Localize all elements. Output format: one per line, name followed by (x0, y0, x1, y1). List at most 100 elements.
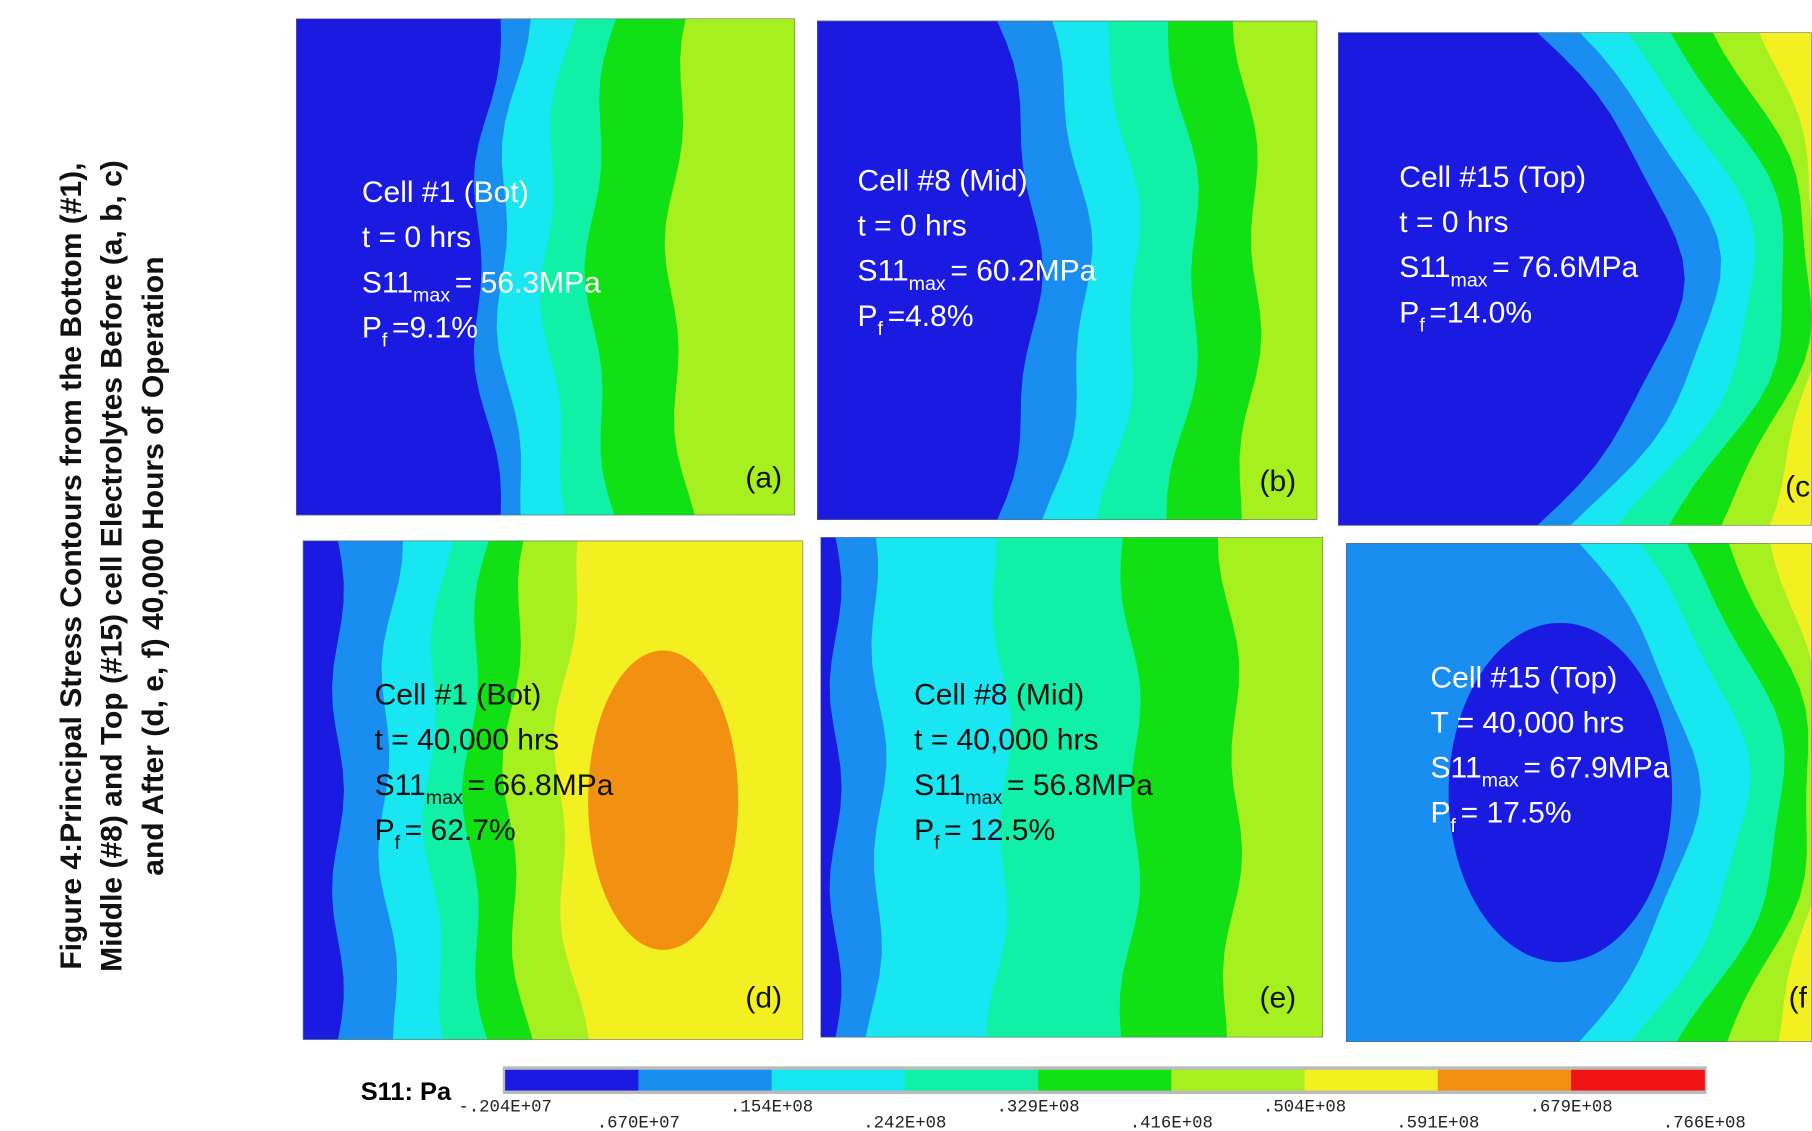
text-main: t = 0 hrs (857, 210, 966, 243)
text-main: t = 40,000 hrs (914, 724, 1098, 757)
colorbar-label: .591E+08 (1396, 1115, 1479, 1131)
colorbar-swatch (505, 1069, 639, 1091)
panel-label: (d) (745, 981, 782, 1014)
text-rest: =14.0% (1429, 296, 1532, 329)
text-main: S11 (362, 266, 413, 299)
contour-band (296, 18, 502, 516)
panel-text: S11max = 60.2MPa (857, 255, 1096, 295)
caption-line: Middle (#8) and Top (#15) cell Electroly… (96, 160, 129, 972)
text-subscript: max (909, 273, 946, 295)
panel-label: (c (1785, 471, 1810, 504)
text-rest: = 60.2MPa (950, 255, 1096, 288)
text-rest: = 12.5% (944, 814, 1055, 847)
text-subscript: max (413, 285, 450, 307)
caption: Figure 4:Principal Stress Contours from … (55, 160, 170, 972)
panel-text: Pf = 62.7% (375, 814, 516, 854)
colorbar-swatch (1304, 1069, 1439, 1091)
text-main: t = 0 hrs (1399, 206, 1508, 239)
text-rest: =4.8% (888, 300, 974, 333)
text-rest: = 56.8MPa (1007, 769, 1153, 802)
text-rest: = 17.5% (1461, 797, 1572, 830)
panel-text: S11max = 56.3MPa (362, 266, 601, 306)
colorbar-swatch (638, 1069, 773, 1091)
text-subscript: max (426, 787, 463, 809)
panel-text: t = 40,000 hrs (375, 724, 559, 757)
panel-text: S11max = 67.9MPa (1430, 751, 1669, 791)
colorbar-swatch (771, 1069, 906, 1091)
colorbar-swatch (1571, 1069, 1705, 1091)
text-rest: =9.1% (392, 311, 478, 344)
contour-band (817, 20, 1044, 520)
colorbar-label: .766E+08 (1663, 1115, 1746, 1131)
contour-band (820, 537, 887, 1038)
panel-text: t = 40,000 hrs (914, 724, 1098, 757)
panel-text: Cell #15 (Top) (1399, 161, 1586, 194)
text-main: P (375, 814, 395, 847)
panel-text: T = 40,000 hrs (1430, 706, 1624, 739)
text-main: Cell #1 (Bot) (362, 176, 529, 209)
contour-panel (296, 18, 796, 516)
text-main: Cell #1 (Bot) (375, 679, 542, 712)
text-main: S11 (375, 769, 426, 802)
contour-panel (302, 540, 804, 1040)
colorbar-label: .329E+08 (997, 1098, 1080, 1117)
panel-label: (f (1789, 981, 1808, 1014)
panel-text: Cell #1 (Bot) (375, 679, 542, 712)
colorbar-swatch (1437, 1069, 1572, 1091)
contour-panel (1338, 32, 1812, 526)
text-main: T = 40,000 hrs (1430, 706, 1624, 739)
colorbar-label: .679E+08 (1529, 1098, 1612, 1117)
text-subscript: max (1450, 270, 1487, 292)
text-main: S11 (857, 255, 908, 288)
colorbar-label: .242E+08 (863, 1115, 946, 1131)
caption-line: and After (d, e, f) 40,000 Hours of Oper… (137, 256, 170, 875)
text-subscript: f (934, 832, 940, 854)
panel-text: Pf = 12.5% (914, 814, 1055, 854)
text-main: S11 (1399, 251, 1450, 284)
panel-text: Cell #8 (Mid) (914, 679, 1084, 712)
text-subscript: max (965, 787, 1002, 809)
panel-label: (b) (1260, 465, 1297, 498)
contour-panel (820, 537, 1324, 1038)
text-main: P (914, 814, 934, 847)
panel-text: Pf = 17.5% (1430, 797, 1571, 837)
panel-text: Cell #8 (Mid) (857, 165, 1027, 198)
text-rest: = 76.6MPa (1492, 251, 1638, 284)
colorbar-swatch (1171, 1069, 1306, 1091)
text-main: t = 0 hrs (362, 221, 471, 254)
text-subscript: f (395, 832, 401, 854)
panel-text: Cell #1 (Bot) (362, 176, 529, 209)
contour-band (302, 540, 344, 1040)
text-main: P (1399, 296, 1419, 329)
text-subscript: f (382, 330, 388, 352)
panel-text: S11max = 66.8MPa (375, 769, 614, 809)
contour-band (1338, 32, 1685, 526)
text-rest: = 62.7% (405, 814, 516, 847)
text-rest: = 56.3MPa (455, 266, 601, 299)
text-main: Cell #8 (Mid) (857, 165, 1027, 198)
panel-text: Pf =9.1% (362, 311, 478, 351)
colorbar-label: .154E+08 (730, 1098, 813, 1117)
colorbar-swatch (904, 1069, 1039, 1091)
panel-text: S11max = 56.8MPa (914, 769, 1153, 809)
text-subscript: f (1451, 815, 1457, 837)
colorbar-label: .670E+07 (597, 1115, 680, 1131)
text-main: Cell #15 (Top) (1430, 661, 1617, 694)
text-main: P (1430, 797, 1450, 830)
text-main: P (857, 300, 877, 333)
panel-text: S11max = 76.6MPa (1399, 251, 1638, 291)
colorbar-title: S11: Pa (361, 1078, 452, 1106)
colorbar-label: -.204E+07 (458, 1098, 552, 1117)
panel-label: (a) (745, 462, 782, 495)
contour-region (1448, 622, 1673, 963)
text-main: S11 (1430, 751, 1481, 784)
text-subscript: f (878, 318, 884, 340)
panel-text: Pf =4.8% (857, 300, 973, 340)
contour-region (588, 650, 739, 950)
text-main: Cell #15 (Top) (1399, 161, 1586, 194)
text-main: S11 (914, 769, 965, 802)
colorbar: S11: Pa -.204E+07 .670E+07 .154E+08 .242E+0… (361, 1066, 1746, 1131)
contour-band (820, 537, 842, 1038)
